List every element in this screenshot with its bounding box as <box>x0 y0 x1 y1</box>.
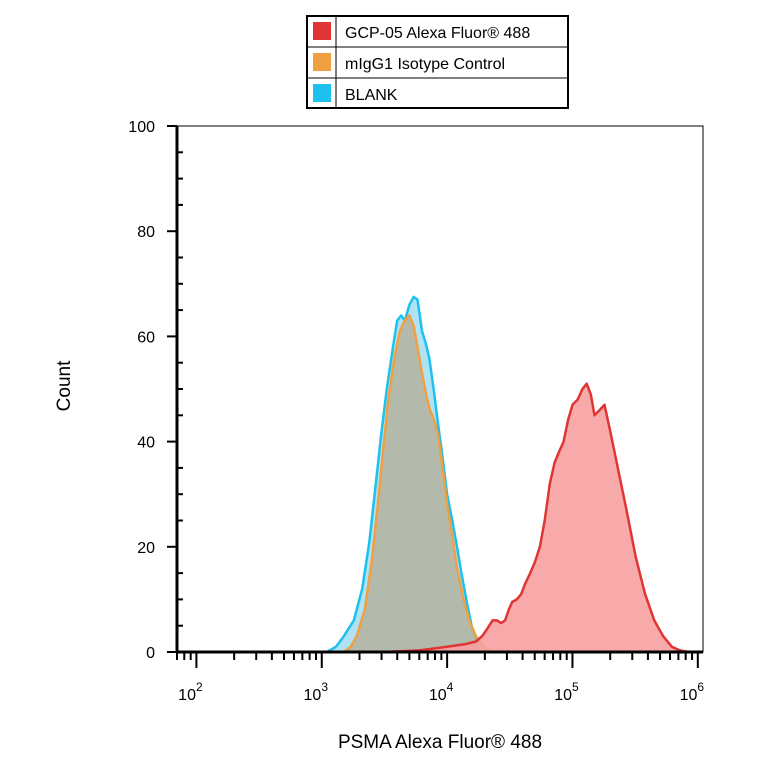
legend-swatch-gcp05 <box>313 22 331 40</box>
series-line-isotype <box>177 314 703 654</box>
x-axis: 102 103 104 105 106 <box>176 650 705 704</box>
x-tick-label: 105 <box>554 680 579 704</box>
series-area-isotype <box>177 315 703 652</box>
series-line-gcp05 <box>177 382 703 654</box>
series-area-gcp05 <box>177 383 703 652</box>
legend-label-gcp05: GCP-05 Alexa Fluor® 488 <box>345 25 530 42</box>
y-tick-label: 20 <box>137 540 155 557</box>
x-tick-label: 103 <box>304 680 329 704</box>
y-tick-label: 80 <box>137 224 155 241</box>
x-tick-label: 104 <box>429 680 454 704</box>
y-tick-label: 40 <box>137 435 155 452</box>
series-layer <box>177 295 703 654</box>
legend-label-isotype: mIgG1 Isotype Control <box>345 56 505 73</box>
y-axis: 0 20 40 60 80 100 <box>128 119 183 662</box>
y-tick-label: 60 <box>137 329 155 346</box>
series-line-blank <box>177 295 703 654</box>
legend: GCP-05 Alexa Fluor® 488 mIgG1 Isotype Co… <box>306 15 569 109</box>
y-axis-title: Count <box>54 360 75 411</box>
legend-swatch-blank <box>313 84 331 102</box>
legend-swatch-isotype <box>313 53 331 71</box>
y-tick-label: 0 <box>146 645 155 662</box>
x-axis-title: PSMA Alexa Fluor® 488 <box>338 732 542 753</box>
x-tick-label: 106 <box>680 680 705 704</box>
legend-box <box>306 15 569 109</box>
legend-label-blank: BLANK <box>345 87 398 104</box>
y-tick-label: 100 <box>128 119 155 136</box>
x-tick-label: 102 <box>178 680 203 704</box>
